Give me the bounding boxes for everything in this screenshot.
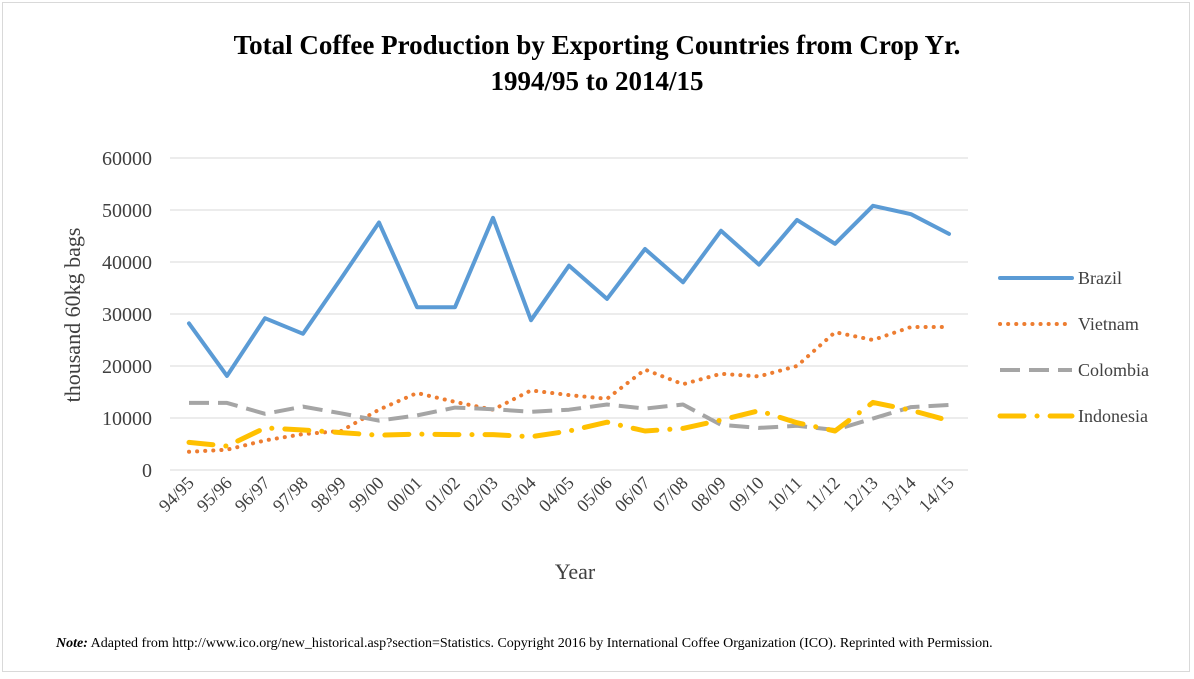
y-axis-label: thousand 60kg bags bbox=[60, 228, 85, 403]
x-tick-label: 99/00 bbox=[345, 473, 388, 516]
y-tick-label: 10000 bbox=[102, 408, 152, 430]
x-tick-label: 00/01 bbox=[383, 473, 426, 516]
y-tick-label: 40000 bbox=[102, 252, 152, 274]
legend: Brazil Vietnam Colombia Indonesia bbox=[997, 268, 1149, 426]
x-tick-label: 14/15 bbox=[915, 473, 958, 516]
series-line-brazil bbox=[187, 203, 951, 378]
x-tick-label: 04/05 bbox=[535, 473, 578, 516]
x-tick-label: 06/07 bbox=[611, 473, 654, 516]
source-note: Note: Adapted from http://www.ico.org/ne… bbox=[56, 634, 1136, 653]
line-chart: Total Coffee Production by Exporting Cou… bbox=[60, 30, 1149, 584]
x-tick-label: 01/02 bbox=[421, 473, 464, 516]
x-tick-label: 96/97 bbox=[231, 473, 274, 516]
note-text: Adapted from http://www.ico.org/new_hist… bbox=[87, 636, 993, 651]
x-tick-label: 98/99 bbox=[307, 473, 350, 516]
series-line-vietnam bbox=[187, 325, 951, 454]
x-tick-label: 10/11 bbox=[763, 473, 806, 516]
x-tick-label: 12/13 bbox=[839, 473, 882, 516]
x-tick-label: 08/09 bbox=[687, 473, 730, 516]
x-tick-label: 02/03 bbox=[459, 473, 502, 516]
y-tick-label: 30000 bbox=[102, 304, 152, 326]
y-tick-label: 20000 bbox=[102, 356, 152, 378]
legend-label-vietnam: Vietnam bbox=[1078, 314, 1139, 334]
x-tick-label: 05/06 bbox=[573, 473, 616, 516]
series-lines bbox=[186, 203, 952, 454]
x-tick-label: 09/10 bbox=[725, 473, 768, 516]
x-tick-label: 97/98 bbox=[269, 473, 312, 516]
chart-title-line-1: Total Coffee Production by Exporting Cou… bbox=[234, 30, 961, 60]
x-tick-label: 07/08 bbox=[649, 473, 692, 516]
x-tick-label: 95/96 bbox=[193, 473, 236, 516]
y-tick-label: 50000 bbox=[102, 200, 152, 222]
x-tick-label: 13/14 bbox=[877, 473, 920, 516]
note-label: Note: bbox=[56, 636, 88, 651]
x-tick-label: 11/12 bbox=[801, 473, 844, 516]
x-tick-label: 94/95 bbox=[155, 473, 198, 516]
y-tick-label: 0 bbox=[142, 460, 152, 482]
legend-label-indonesia: Indonesia bbox=[1078, 406, 1148, 426]
y-tick-label: 60000 bbox=[102, 148, 152, 170]
legend-label-colombia: Colombia bbox=[1078, 360, 1149, 380]
y-axis-ticks: 0 10000 20000 30000 40000 50000 60000 bbox=[102, 148, 152, 482]
x-axis-ticks: 94/9595/9696/9797/9898/9999/0000/0101/02… bbox=[155, 473, 958, 516]
legend-label-brazil: Brazil bbox=[1078, 268, 1122, 288]
chart-title-line-2: 1994/95 to 2014/15 bbox=[491, 66, 704, 96]
series-line-colombia bbox=[189, 400, 950, 432]
gridlines bbox=[170, 157, 968, 471]
x-axis-label: Year bbox=[555, 559, 596, 584]
x-tick-label: 03/04 bbox=[497, 473, 540, 516]
